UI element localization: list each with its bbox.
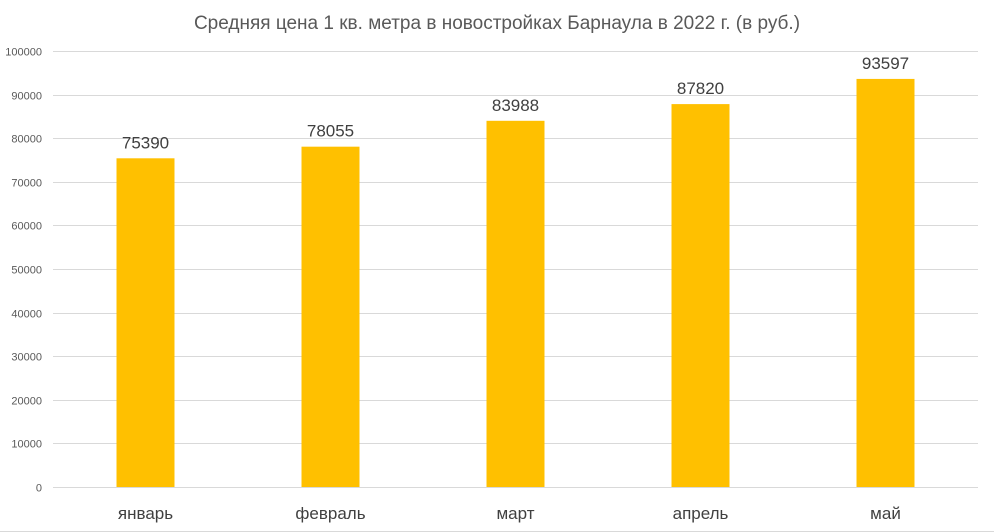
bars — [116, 78, 915, 487]
y-tick-label: 100000 — [5, 47, 42, 59]
data-label: 75390 — [122, 133, 169, 152]
y-tick-label: 20000 — [11, 396, 42, 408]
bar — [856, 78, 915, 487]
y-tick-label: 0 — [36, 483, 42, 495]
y-tick-label: 30000 — [11, 352, 42, 364]
y-tick-label: 10000 — [11, 439, 42, 451]
data-label: 87820 — [677, 79, 724, 98]
y-tick-label: 90000 — [11, 91, 42, 103]
bar — [486, 120, 545, 487]
y-tick-label: 50000 — [11, 265, 42, 277]
x-tick-label: апрель — [673, 504, 729, 523]
x-axis-tick-labels: январь февраль март апрель май — [118, 504, 901, 523]
bar — [671, 104, 730, 487]
chart-title: Средняя цена 1 кв. метра в новостройках … — [194, 13, 800, 34]
x-tick-label: февраль — [295, 504, 365, 523]
x-tick-label: январь — [118, 504, 173, 523]
y-tick-label: 40000 — [11, 309, 42, 321]
data-labels: 75390 78055 83988 87820 93597 — [122, 54, 909, 152]
bar — [301, 146, 360, 487]
y-axis-tick-labels: 0 10000 20000 30000 40000 50000 60000 70000 8000… — [5, 47, 42, 495]
x-tick-label: май — [870, 504, 901, 523]
x-tick-label: март — [496, 504, 534, 523]
y-tick-label: 60000 — [11, 221, 42, 233]
data-label: 83988 — [492, 96, 539, 115]
data-label: 93597 — [862, 54, 909, 73]
y-tick-label: 80000 — [11, 134, 42, 146]
data-label: 78055 — [307, 122, 354, 141]
bar — [116, 158, 175, 487]
y-tick-label: 70000 — [11, 178, 42, 190]
